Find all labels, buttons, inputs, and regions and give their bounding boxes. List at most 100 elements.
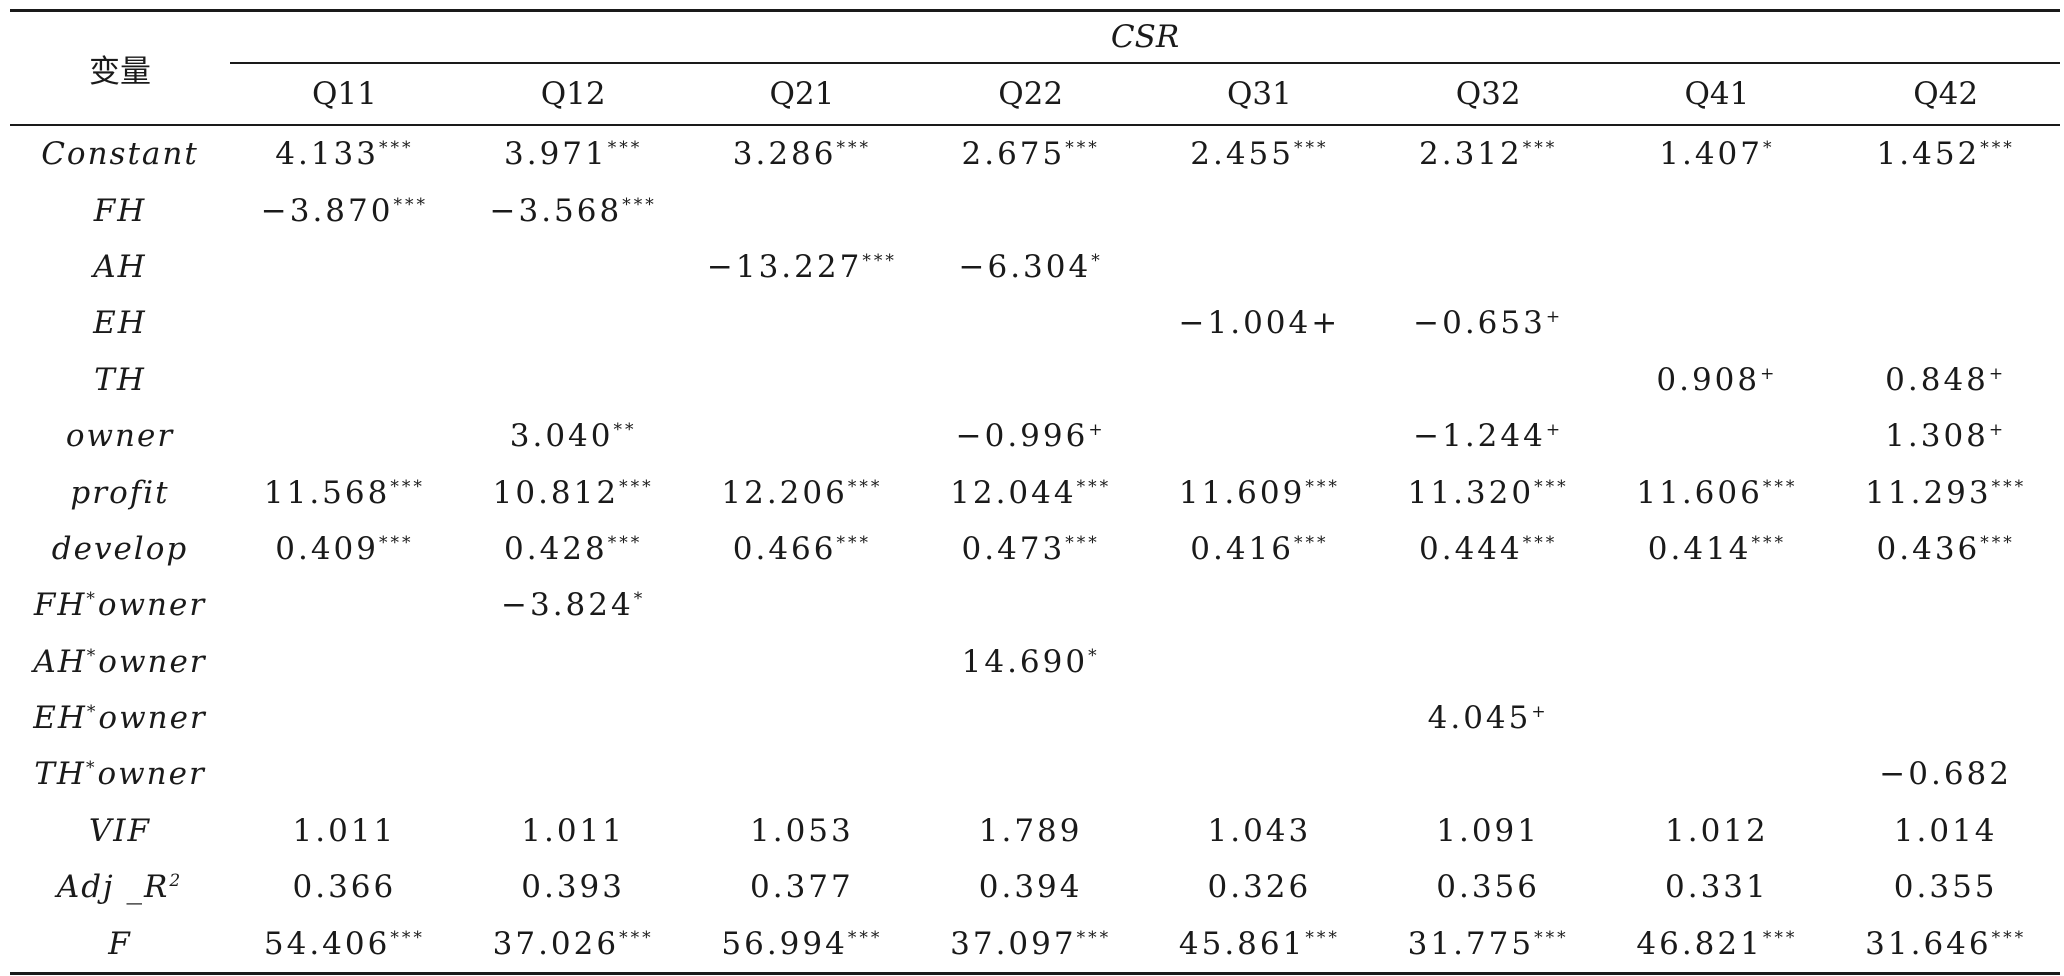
coefficient-value: 0.414: [1647, 530, 1752, 567]
coefficient-cell: [1603, 182, 1832, 238]
coefficient-cell: [1145, 352, 1374, 408]
table-row: EH −1.004+ −0.653+: [10, 295, 2060, 351]
variable-interaction-term: owner: [98, 700, 207, 737]
coefficient-cell: 0.908+: [1603, 352, 1832, 408]
coefficient-cell: 0.414***: [1603, 521, 1832, 577]
coefficient-cell: [688, 352, 917, 408]
column-header: Q42: [1831, 63, 2061, 126]
coefficient-value: −0.682: [1879, 756, 2013, 793]
coefficient-value: 31.775: [1407, 925, 1535, 962]
significance-marker: ***: [1991, 927, 2027, 948]
coefficient-cell: [1145, 634, 1374, 690]
coefficient-value: 0.473: [961, 530, 1066, 567]
coefficient-cell: 1.452***: [1831, 125, 2060, 182]
significance-marker: ***: [1305, 476, 1340, 497]
significance-marker: ***: [1980, 532, 2015, 553]
row-variable-label: VIF: [10, 803, 230, 859]
coefficient-cell: 0.393: [459, 859, 688, 915]
row-variable-label: TH: [10, 352, 230, 408]
table-row: FH −3.870*** −3.568***: [10, 182, 2060, 238]
coefficient-value: 0.394: [978, 869, 1083, 906]
coefficient-value: 31.646: [1865, 925, 1992, 962]
coefficient-cell: 10.812***: [459, 464, 688, 520]
coefficient-cell: [1145, 746, 1374, 802]
coefficient-cell: [1831, 577, 2060, 633]
coefficient-cell: −3.870***: [230, 182, 459, 238]
significance-marker: ***: [847, 476, 883, 497]
coefficient-value: 1.011: [292, 812, 397, 849]
significance-marker: +: [1531, 702, 1549, 723]
column-header: Q21: [687, 63, 917, 126]
variable-name: VIF: [88, 812, 152, 849]
coefficient-value: 11.609: [1178, 474, 1306, 511]
coefficient-value: 11.293: [1865, 474, 1992, 511]
coefficient-cell: [1603, 295, 1832, 351]
coefficient-cell: [230, 408, 459, 464]
significance-marker: ***: [1751, 532, 1786, 553]
coefficient-cell: [916, 352, 1145, 408]
coefficient-cell: [916, 746, 1145, 802]
coefficient-cell: −3.568***: [459, 182, 688, 238]
coefficient-cell: 14.690*: [916, 634, 1145, 690]
table-row: Constant 4.133*** 3.971*** 3.286*** 2.675***…: [10, 125, 2060, 182]
coefficient-cell: [1145, 408, 1374, 464]
coefficient-cell: 12.206***: [688, 464, 917, 520]
variable-header: 变量: [10, 9, 230, 126]
coefficient-cell: 1.043: [1145, 803, 1374, 859]
significance-marker: +: [1545, 307, 1564, 328]
coefficient-cell: 37.026***: [458, 915, 688, 975]
coefficient-cell: [916, 295, 1145, 351]
coefficient-cell: 0.848+: [1831, 352, 2060, 408]
variable-interaction-term: owner: [97, 756, 206, 793]
significance-marker: ***: [847, 927, 883, 948]
coefficient-value: 37.097: [950, 925, 1077, 962]
coefficient-cell: 1.014: [1831, 803, 2060, 859]
coefficient-cell: 0.366: [230, 859, 459, 915]
significance-marker: +: [1760, 363, 1778, 384]
coefficient-cell: 37.097***: [916, 915, 1145, 975]
row-variable-label: F: [10, 915, 230, 975]
coefficient-cell: [1831, 239, 2060, 295]
column-header: Q11: [230, 63, 459, 126]
significance-marker: ***: [836, 138, 871, 159]
significance-marker: +: [1545, 420, 1564, 441]
coefficient-cell: [688, 577, 917, 633]
variable-name: owner: [65, 418, 175, 455]
coefficient-cell: [1145, 577, 1374, 633]
coefficient-value: 0.356: [1436, 869, 1540, 906]
coefficient-value: 3.040: [509, 418, 614, 455]
coefficient-value: 0.366: [292, 869, 397, 906]
coefficient-cell: −1.004+: [1145, 295, 1374, 351]
significance-marker: **: [613, 420, 637, 441]
coefficient-cell: [230, 239, 459, 295]
coefficient-cell: 0.466***: [688, 521, 917, 577]
coefficient-value: −1.004+: [1178, 305, 1341, 342]
coefficient-value: 3.971: [504, 136, 608, 173]
coefficient-cell: 1.012: [1603, 803, 1832, 859]
coefficient-cell: [1603, 634, 1832, 690]
coefficient-value: 0.444: [1419, 530, 1523, 567]
coefficient-cell: [1374, 746, 1603, 802]
coefficient-cell: 0.436***: [1831, 521, 2060, 577]
significance-marker: ***: [607, 532, 643, 553]
coefficient-cell: [230, 295, 459, 351]
significance-marker: ***: [1991, 476, 2027, 497]
coefficient-cell: 3.286***: [688, 125, 917, 182]
coefficient-value: 2.675: [961, 136, 1066, 173]
coefficient-value: 11.320: [1407, 474, 1535, 511]
coefficient-cell: −6.304*: [916, 239, 1145, 295]
coefficient-cell: [1374, 577, 1603, 633]
coefficient-cell: 1.011: [230, 803, 459, 859]
coefficient-cell: [1831, 295, 2060, 351]
variable-superscript: *: [85, 758, 98, 779]
significance-marker: ***: [1762, 927, 1798, 948]
coefficient-cell: 45.861***: [1145, 915, 1374, 975]
coefficient-value: 0.377: [750, 869, 854, 906]
coefficient-cell: −3.824*: [459, 577, 688, 633]
coefficient-value: 1.043: [1207, 812, 1312, 849]
coefficient-cell: 0.473***: [916, 521, 1145, 577]
variable-name: F: [108, 925, 132, 962]
significance-marker: ***: [1305, 927, 1340, 948]
coefficient-cell: 3.971***: [459, 125, 688, 182]
column-header: Q12: [458, 63, 688, 126]
